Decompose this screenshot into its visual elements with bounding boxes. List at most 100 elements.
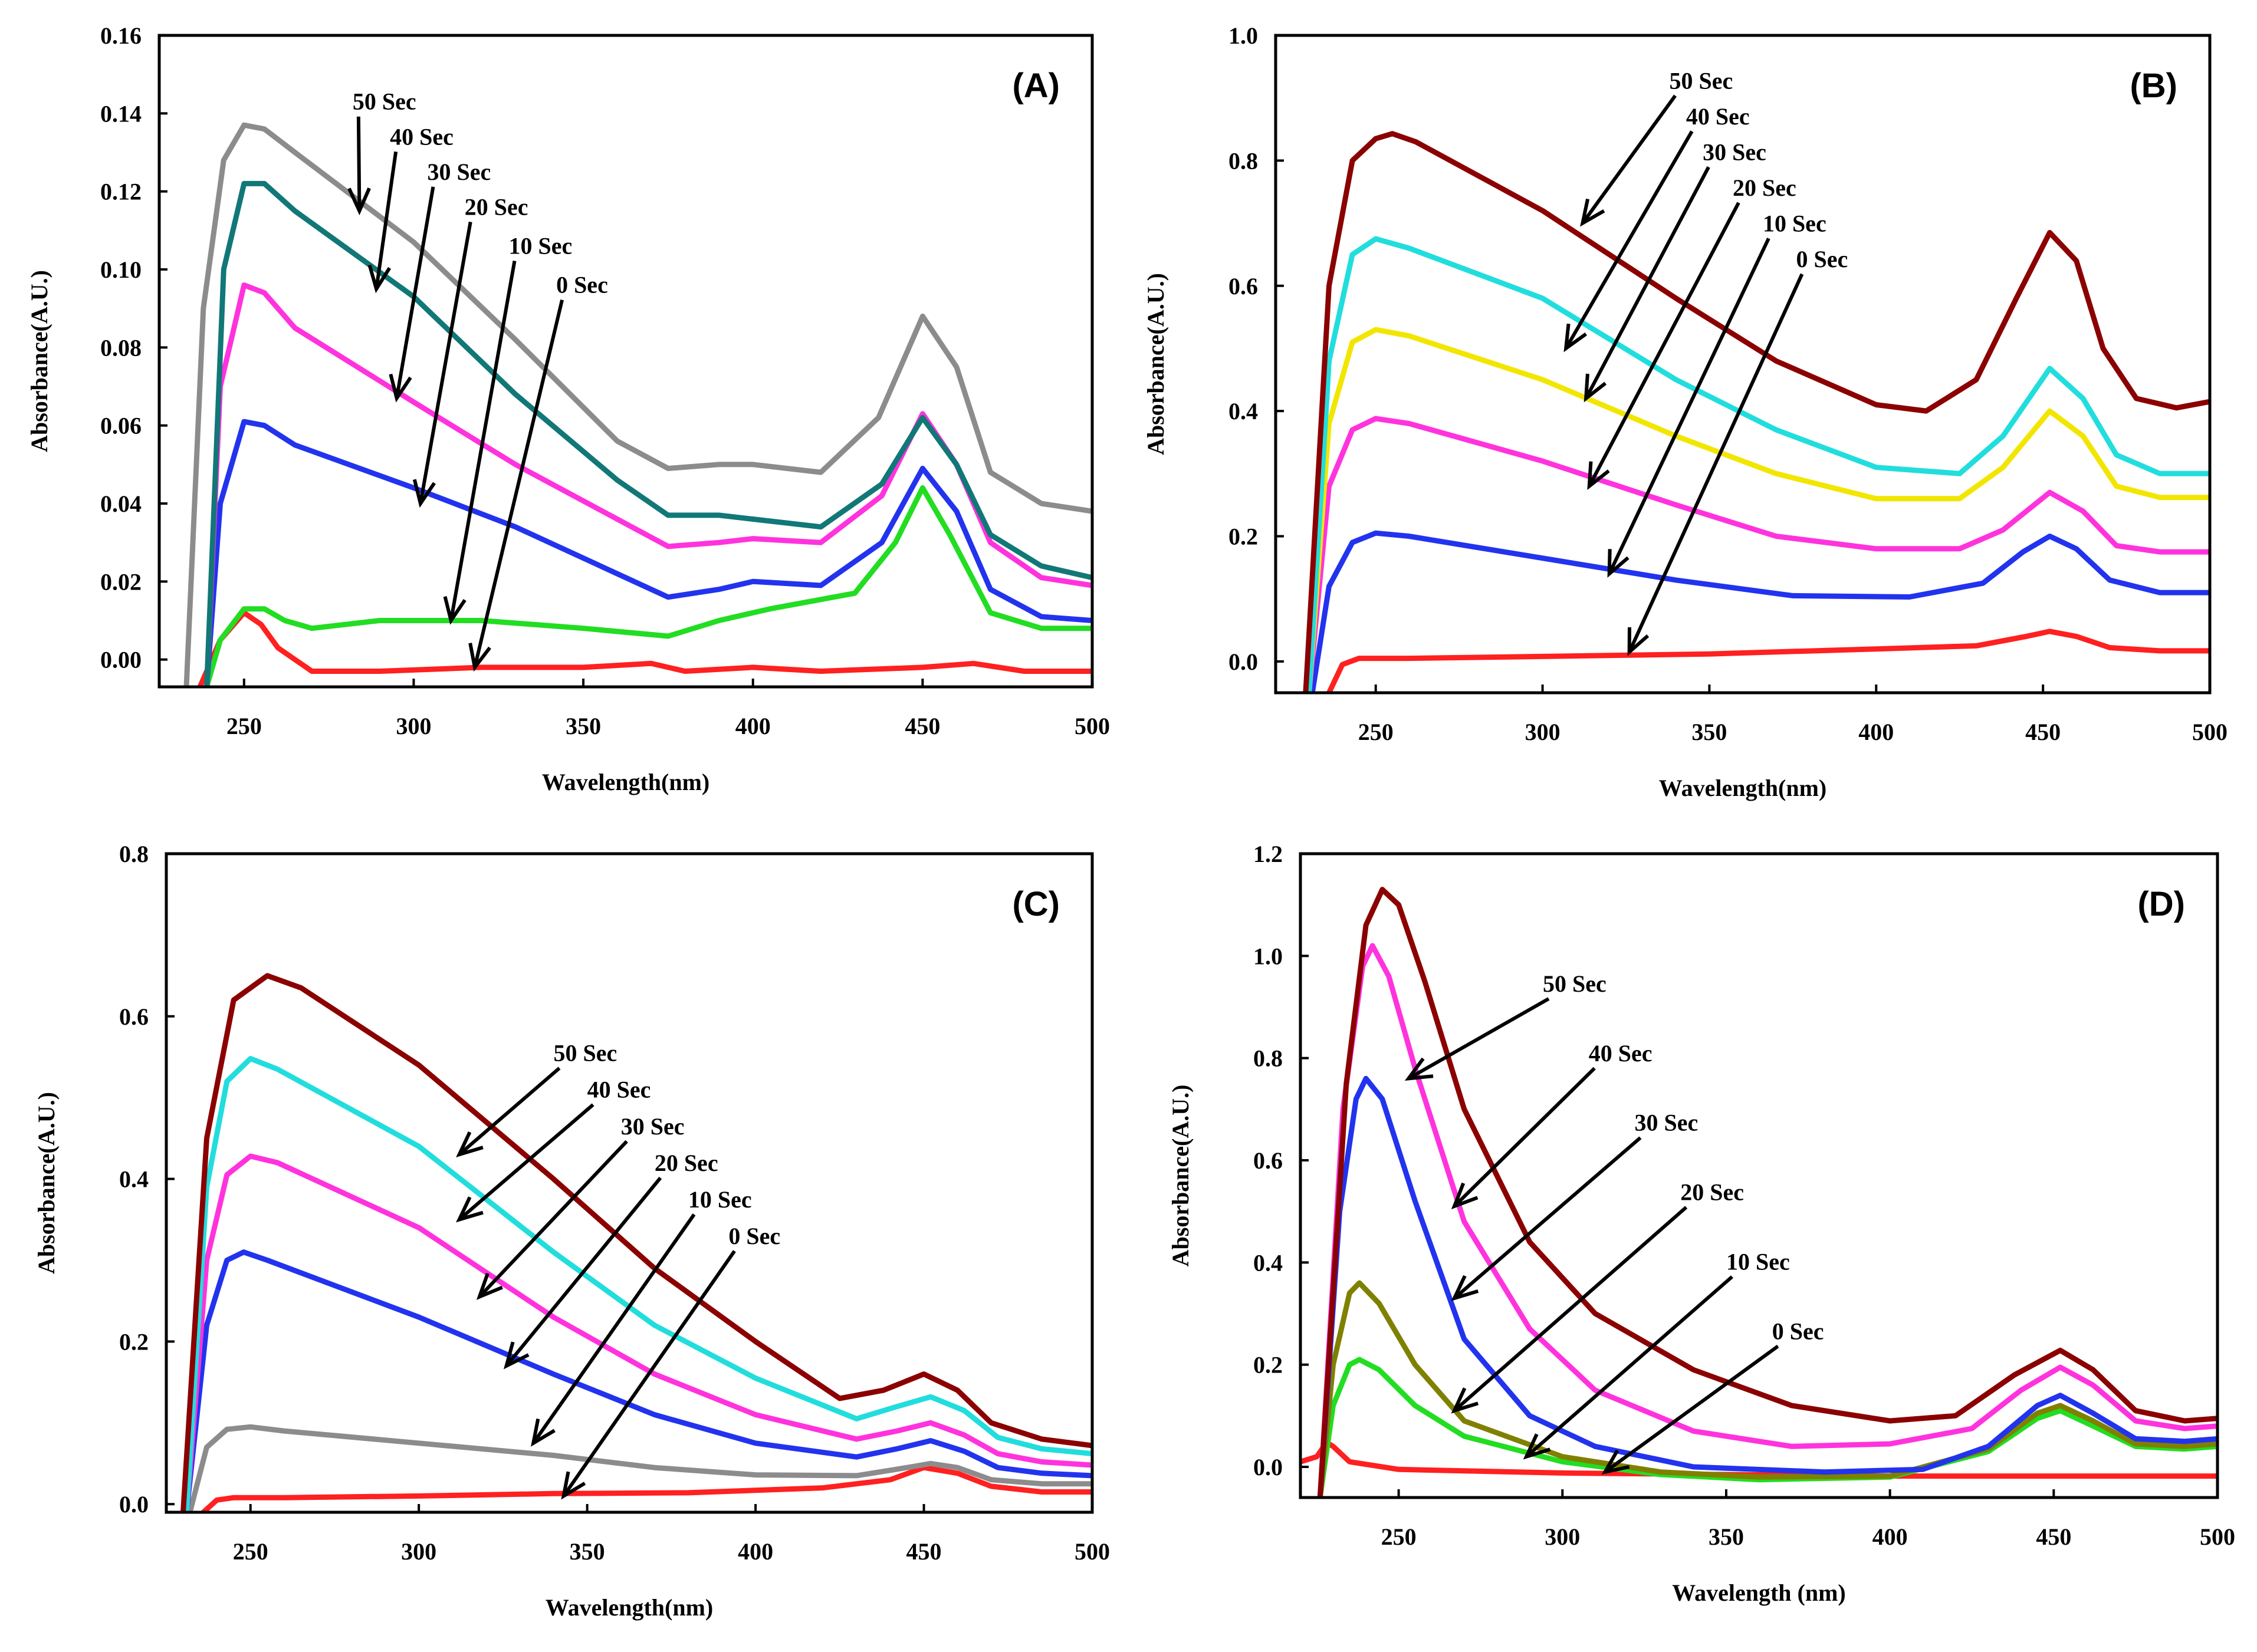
annotation-label: 20 Sec (655, 1150, 718, 1176)
plot-frame (165, 852, 1094, 1514)
annotation-arrowhead (1607, 549, 1629, 578)
annotation-arrow (1627, 273, 1804, 653)
y-tick-label: 0.0 (1228, 649, 1258, 675)
annotation-label: 30 Sec (1634, 1110, 1698, 1136)
annotation-arrow (1581, 94, 1677, 225)
annotation-label: 40 Sec (1686, 103, 1750, 130)
y-axis-title: Absorbance(A.U.) (1142, 273, 1169, 455)
annotation-arrowhead (347, 187, 371, 216)
annotation-arrowhead (503, 1341, 530, 1370)
annotation-arrow (1453, 1206, 1688, 1412)
annotation-arrowhead (476, 1272, 503, 1300)
annotation-arrow (1564, 130, 1694, 350)
y-tick-label: 0.12 (100, 179, 142, 205)
annotation-arrowhead (1583, 373, 1607, 403)
x-tick-label: 500 (2192, 719, 2228, 745)
annotation-label: 40 Sec (390, 123, 454, 150)
y-axis-title: Absorbance(A.U.) (26, 270, 52, 452)
annotation-arrow (449, 261, 517, 621)
annotation-arrow (356, 116, 362, 211)
annotation-arrow (478, 1140, 628, 1298)
annotation-label: 40 Sec (587, 1077, 651, 1103)
series-line-50-sec (180, 973, 1092, 1512)
y-tick-label: 0.0 (1253, 1454, 1283, 1480)
series-line-30-sec (1317, 1075, 2217, 1498)
panel-label: (D) (2137, 885, 2185, 923)
annotation-arrow (1453, 1136, 1642, 1300)
chart-panel-1: 250 300 350 400 450 500 0.00 0.02 0.04 0.06 0.08 0.… (26, 22, 1110, 795)
series-line-10-sec (1309, 530, 2210, 693)
annotation-label: 50 Sec (554, 1040, 617, 1067)
annotation-arrow (1588, 202, 1740, 487)
annotation-arrowhead (1563, 323, 1587, 353)
annotation-label: 10 Sec (688, 1186, 752, 1213)
annotation-arrowhead (468, 643, 491, 672)
annotation-arrow (473, 300, 564, 668)
x-tick-label: 450 (906, 1538, 942, 1565)
annotation-arrowhead (1601, 1449, 1630, 1475)
x-tick-label: 250 (233, 1538, 268, 1565)
x-tick-label: 350 (570, 1538, 605, 1565)
series-line-50-sec (183, 122, 1092, 687)
y-tick-label: 0.6 (1253, 1147, 1283, 1174)
annotation-label: 10 Sec (1726, 1248, 1790, 1275)
annotation-label: 30 Sec (1703, 139, 1766, 165)
annotation-arrow (458, 1103, 594, 1221)
annotation-label: 10 Sec (1763, 210, 1826, 236)
y-tick-label: 0.16 (100, 22, 142, 49)
annotation-arrowhead (561, 1471, 586, 1500)
series-group (1303, 131, 2210, 693)
annotation-arrowhead (443, 596, 466, 625)
y-tick-label: 0.4 (1228, 398, 1258, 424)
x-axis-title: Wavelength(nm) (546, 1594, 713, 1621)
x-tick-label: 300 (401, 1538, 436, 1565)
y-tick-label: 0.10 (100, 256, 142, 283)
series-line-20-sec (1306, 416, 2210, 693)
x-tick-label: 350 (566, 713, 601, 739)
series-line-40-sec (1317, 943, 2217, 1498)
series-line-20-sec (1317, 1280, 2217, 1498)
x-axis-title: Wavelength(nm) (1659, 775, 1826, 801)
annotation-arrow (419, 221, 472, 504)
y-tick-label: 0.8 (1228, 147, 1258, 174)
x-tick-label: 300 (396, 713, 431, 739)
series-line-40-sec (1306, 236, 2210, 693)
series-line-0-sec (201, 1465, 1092, 1512)
panel-label: (A) (1012, 67, 1060, 105)
x-tick-label: 400 (1858, 719, 1894, 745)
annotation-label: 20 Sec (1680, 1179, 1744, 1206)
y-axis-title: Absorbance(A.U.) (1167, 1085, 1194, 1267)
x-axis-title: Wavelength(nm) (542, 769, 709, 795)
y-tick-label: 1.2 (1253, 841, 1283, 867)
annotation-arrow (458, 1067, 561, 1156)
annotation-arrowhead (1451, 1182, 1479, 1210)
x-tick-label: 350 (1709, 1523, 1744, 1550)
y-tick-label: 0.2 (1253, 1352, 1283, 1378)
series-line-0-sec (197, 610, 1092, 687)
panel-label: (B) (2130, 67, 2177, 105)
y-tick-label: 0.06 (100, 413, 142, 439)
annotation-arrow (1407, 997, 1550, 1080)
x-tick-label: 250 (1381, 1523, 1417, 1550)
annotation-label: 0 Sec (1772, 1318, 1824, 1344)
annotation-label: 0 Sec (556, 272, 608, 298)
series-line-10-sec (187, 1424, 1092, 1512)
y-tick-label: 0.6 (119, 1003, 149, 1030)
annotation-arrow (505, 1176, 662, 1367)
series-line-0-sec (1326, 628, 2210, 693)
plot-frame (1299, 852, 2219, 1499)
annotation-arrowhead (1451, 1387, 1479, 1414)
annotation-label: 10 Sec (509, 233, 573, 259)
series-line-20-sec (204, 419, 1092, 687)
annotation-arrow (395, 186, 435, 399)
series-line-40-sec (183, 1056, 1092, 1512)
series-group (183, 122, 1092, 687)
y-tick-label: 1.0 (1228, 22, 1258, 49)
annotation-arrowhead (1580, 198, 1605, 227)
y-tick-label: 0.14 (100, 100, 142, 127)
y-tick-label: 0.2 (1228, 524, 1258, 550)
annotation-arrowhead (412, 479, 436, 508)
x-tick-label: 450 (2036, 1523, 2071, 1550)
annotation-arrowhead (531, 1418, 556, 1447)
plot-frame (1274, 34, 2212, 695)
